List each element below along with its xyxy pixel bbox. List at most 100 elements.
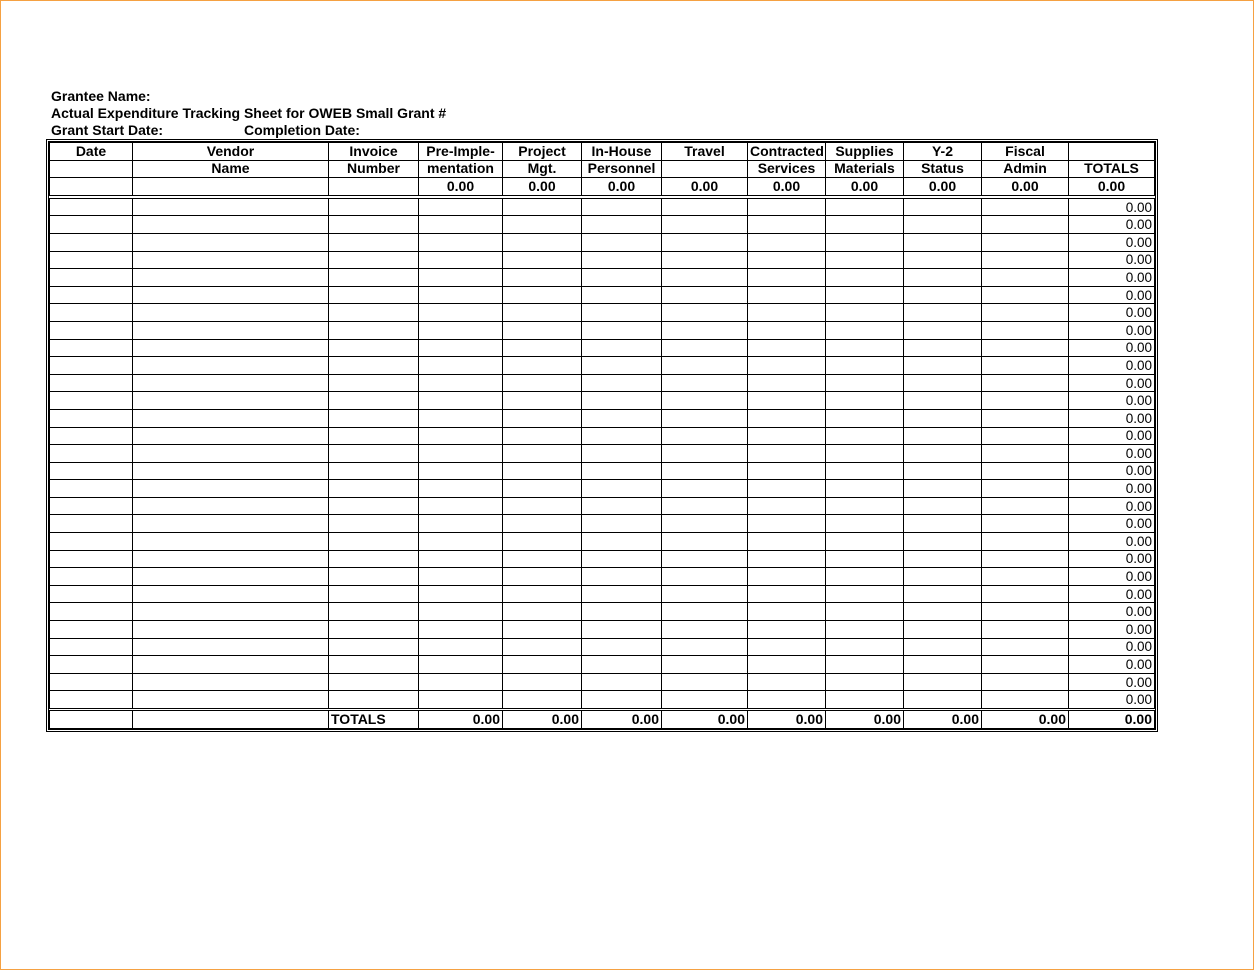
entry-cell[interactable]: [981, 338, 1069, 358]
entry-cell[interactable]: [132, 338, 329, 358]
entry-cell[interactable]: [747, 479, 826, 498]
entry-cell[interactable]: [581, 232, 662, 252]
entry-cell[interactable]: [747, 426, 826, 446]
entry-cell[interactable]: [502, 549, 582, 569]
entry-cell[interactable]: [132, 584, 329, 604]
entry-cell[interactable]: [49, 479, 133, 498]
entry-cell[interactable]: [661, 584, 748, 604]
entry-cell[interactable]: [981, 549, 1069, 569]
entry-cell[interactable]: [49, 655, 133, 674]
entry-cell[interactable]: [747, 320, 826, 340]
entry-cell[interactable]: [747, 620, 826, 639]
entry-cell[interactable]: [418, 356, 503, 375]
entry-cell[interactable]: [328, 391, 419, 410]
entry-cell[interactable]: [981, 584, 1069, 604]
entry-cell[interactable]: [328, 250, 419, 270]
entry-cell[interactable]: [825, 356, 904, 375]
entry-cell[interactable]: [502, 215, 582, 234]
entry-cell[interactable]: [418, 250, 503, 270]
entry-cell[interactable]: [981, 408, 1069, 428]
entry-cell[interactable]: [661, 672, 748, 692]
entry-cell[interactable]: [903, 303, 982, 322]
entry-cell[interactable]: [502, 620, 582, 639]
entry-cell[interactable]: [661, 461, 748, 481]
entry-cell[interactable]: [747, 567, 826, 586]
entry-cell[interactable]: [418, 672, 503, 692]
entry-cell[interactable]: [581, 461, 662, 481]
entry-cell[interactable]: [903, 268, 982, 287]
entry-cell[interactable]: [581, 356, 662, 375]
entry-cell[interactable]: [502, 461, 582, 481]
entry-cell[interactable]: [49, 338, 133, 358]
entry-cell[interactable]: [502, 320, 582, 340]
entry-cell[interactable]: [825, 197, 904, 217]
entry-cell[interactable]: [747, 408, 826, 428]
entry-cell[interactable]: [502, 373, 582, 393]
entry-cell[interactable]: [49, 285, 133, 305]
entry-cell[interactable]: [49, 356, 133, 375]
entry-cell[interactable]: [132, 637, 329, 657]
entry-cell[interactable]: [661, 602, 748, 622]
entry-cell[interactable]: [502, 391, 582, 410]
entry-cell[interactable]: [328, 303, 419, 322]
entry-cell[interactable]: [825, 549, 904, 569]
entry-cell[interactable]: [981, 426, 1069, 446]
entry-cell[interactable]: [825, 655, 904, 674]
entry-cell[interactable]: [825, 373, 904, 393]
entry-cell[interactable]: [132, 620, 329, 639]
entry-cell[interactable]: [903, 532, 982, 551]
entry-cell[interactable]: [328, 514, 419, 534]
entry-cell[interactable]: [661, 567, 748, 586]
entry-cell[interactable]: [49, 250, 133, 270]
entry-cell[interactable]: [903, 320, 982, 340]
entry-cell[interactable]: [661, 620, 748, 639]
entry-cell[interactable]: [581, 620, 662, 639]
entry-cell[interactable]: [418, 620, 503, 639]
entry-cell[interactable]: [903, 373, 982, 393]
entry-cell[interactable]: [825, 391, 904, 410]
entry-cell[interactable]: [328, 338, 419, 358]
entry-cell[interactable]: [661, 303, 748, 322]
entry-cell[interactable]: [581, 584, 662, 604]
entry-cell[interactable]: [747, 532, 826, 551]
entry-cell[interactable]: [825, 426, 904, 446]
entry-cell[interactable]: [132, 514, 329, 534]
entry-cell[interactable]: [328, 408, 419, 428]
entry-cell[interactable]: [132, 391, 329, 410]
entry-cell[interactable]: [49, 391, 133, 410]
entry-cell[interactable]: [747, 232, 826, 252]
entry-cell[interactable]: [328, 320, 419, 340]
entry-cell[interactable]: [747, 496, 826, 516]
entry-cell[interactable]: [502, 197, 582, 217]
entry-cell[interactable]: [418, 514, 503, 534]
entry-cell[interactable]: [825, 567, 904, 586]
entry-cell[interactable]: [418, 268, 503, 287]
entry-cell[interactable]: [747, 655, 826, 674]
entry-cell[interactable]: [49, 549, 133, 569]
entry-cell[interactable]: [132, 250, 329, 270]
entry-cell[interactable]: [661, 215, 748, 234]
entry-cell[interactable]: [661, 426, 748, 446]
entry-cell[interactable]: [418, 461, 503, 481]
entry-cell[interactable]: [661, 549, 748, 569]
entry-cell[interactable]: [661, 338, 748, 358]
entry-cell[interactable]: [981, 268, 1069, 287]
entry-cell[interactable]: [49, 444, 133, 463]
entry-cell[interactable]: [502, 338, 582, 358]
entry-cell[interactable]: [328, 356, 419, 375]
entry-cell[interactable]: [581, 408, 662, 428]
entry-cell[interactable]: [132, 197, 329, 217]
entry-cell[interactable]: [418, 584, 503, 604]
entry-cell[interactable]: [903, 391, 982, 410]
entry-cell[interactable]: [328, 215, 419, 234]
entry-cell[interactable]: [502, 672, 582, 692]
entry-cell[interactable]: [981, 655, 1069, 674]
entry-cell[interactable]: [661, 356, 748, 375]
entry-cell[interactable]: [418, 215, 503, 234]
entry-cell[interactable]: [903, 514, 982, 534]
entry-cell[interactable]: [903, 461, 982, 481]
entry-cell[interactable]: [981, 461, 1069, 481]
entry-cell[interactable]: [747, 514, 826, 534]
entry-cell[interactable]: [825, 338, 904, 358]
entry-cell[interactable]: [981, 532, 1069, 551]
